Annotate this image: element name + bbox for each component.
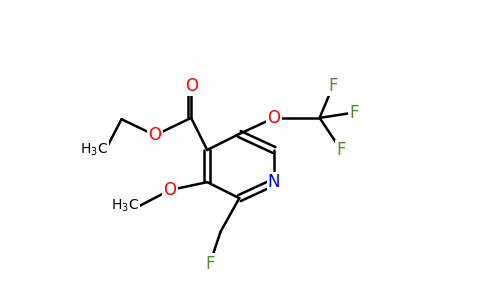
Text: O: O xyxy=(163,181,176,199)
Text: O: O xyxy=(268,109,281,127)
Text: N: N xyxy=(268,173,280,191)
Text: F: F xyxy=(328,77,338,95)
Text: O: O xyxy=(184,77,197,95)
Text: F: F xyxy=(349,103,359,122)
Text: H$_3$C: H$_3$C xyxy=(80,142,108,158)
Text: O: O xyxy=(149,126,162,144)
Text: F: F xyxy=(336,141,346,159)
Text: H$_3$C: H$_3$C xyxy=(111,198,139,214)
Text: F: F xyxy=(205,255,214,273)
